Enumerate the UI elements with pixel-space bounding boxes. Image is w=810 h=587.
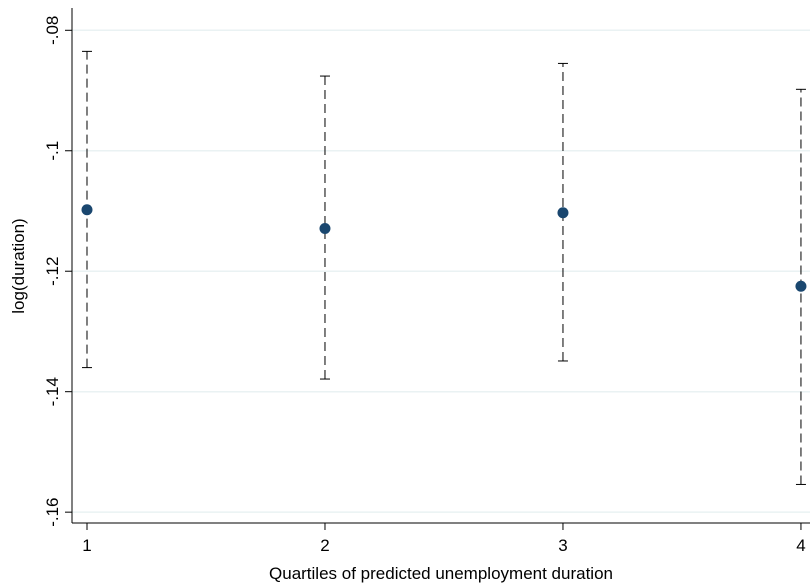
x-tick-label: 3 <box>558 536 567 555</box>
point <box>81 204 93 216</box>
x-tick-label: 2 <box>320 536 329 555</box>
point <box>319 222 331 234</box>
x-axis-title: Quartiles of predicted unemployment dura… <box>269 564 613 583</box>
y-tick-label: -.08 <box>43 16 62 45</box>
y-tick-label: -.1 <box>43 141 62 161</box>
y-tick-label: -.16 <box>43 498 62 527</box>
point <box>795 280 807 292</box>
y-tick-label: -.14 <box>43 377 62 406</box>
point <box>557 207 569 219</box>
x-tick-label: 1 <box>82 536 91 555</box>
x-tick-label: 4 <box>796 536 805 555</box>
y-axis-title: log(duration) <box>9 218 28 313</box>
y-tick-label: -.12 <box>43 257 62 286</box>
